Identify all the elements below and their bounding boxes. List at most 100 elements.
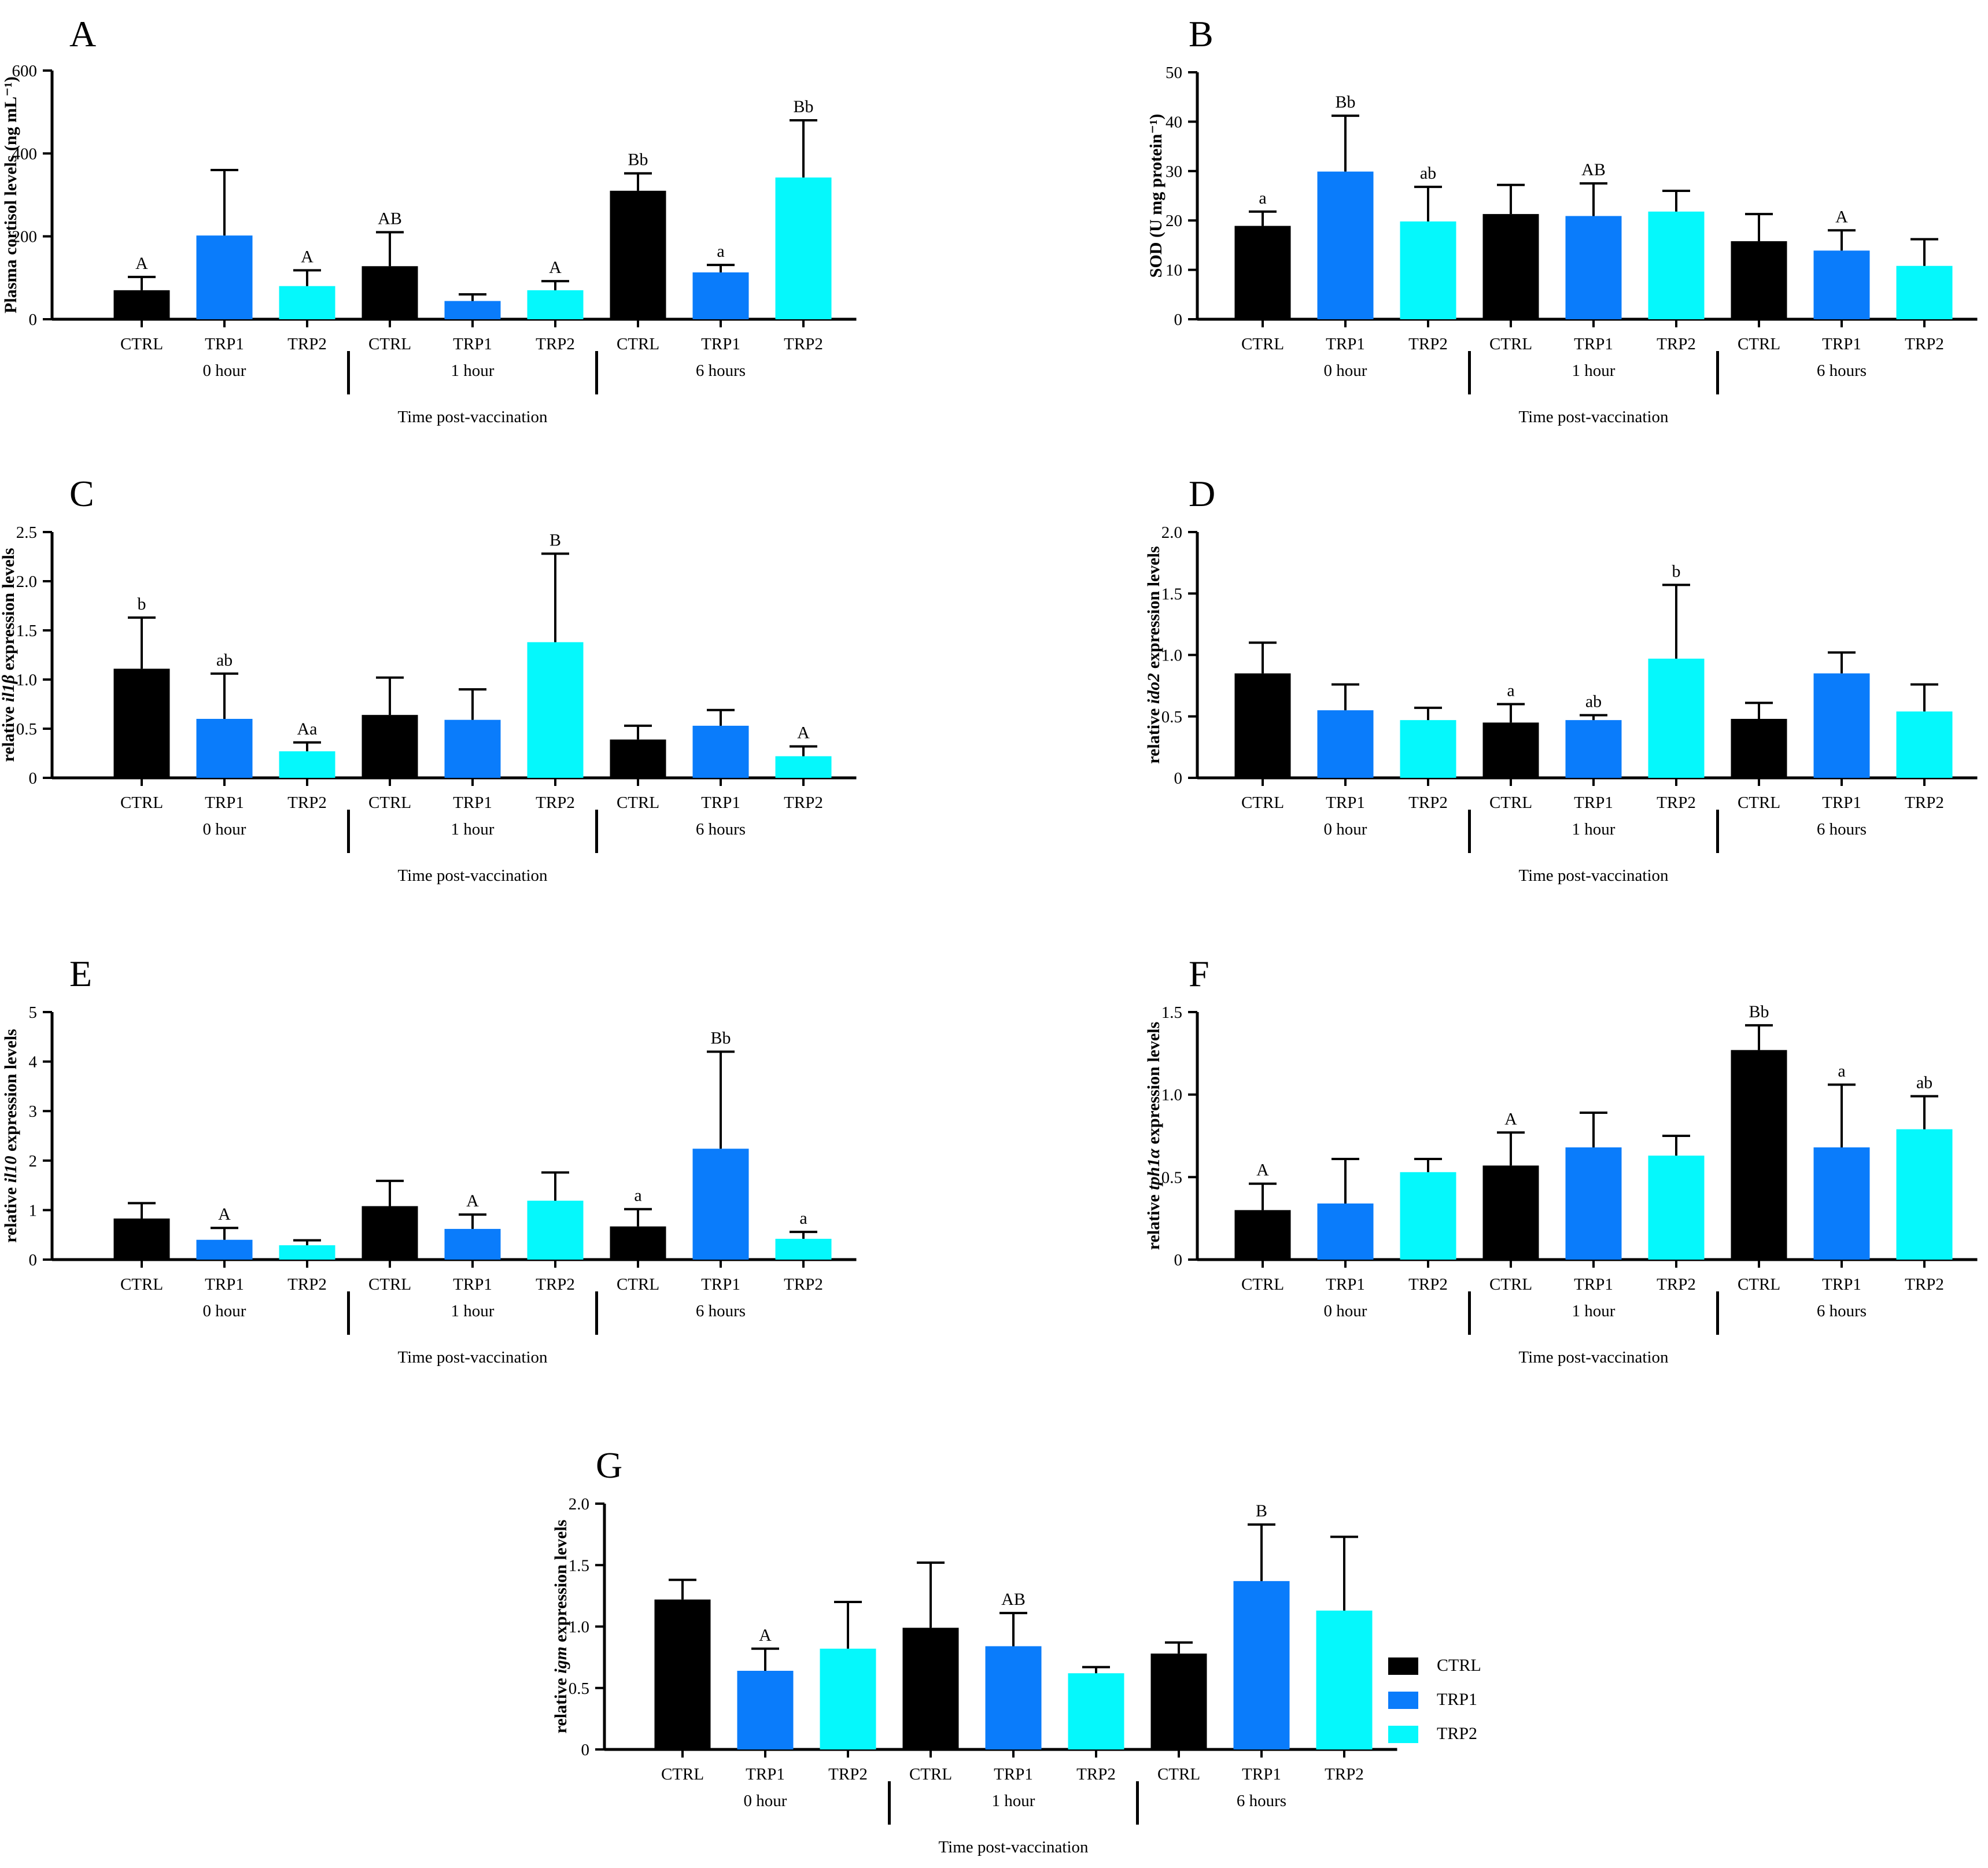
- y-axis-label-prefix: relative: [1144, 1190, 1163, 1250]
- x-axis-label: Time post-vaccination: [397, 408, 548, 426]
- y-tick-label: 1.5: [569, 1556, 589, 1575]
- y-tick-label: 50: [1165, 64, 1182, 82]
- y-tick-label: 2: [29, 1152, 38, 1171]
- x-tick-label: TRP1: [994, 1765, 1033, 1784]
- significance-label: AB: [1001, 1590, 1026, 1609]
- y-axis-label-gene: il10: [1, 1156, 20, 1183]
- bar: [775, 177, 832, 319]
- significance-label: a: [1259, 189, 1266, 208]
- significance-label: ab: [1585, 692, 1602, 711]
- x-axis-label: Time post-vaccination: [397, 866, 548, 885]
- bar: [444, 1228, 501, 1260]
- bar: [1400, 1172, 1456, 1260]
- legend-label-ctrl: CTRL: [1437, 1656, 1481, 1675]
- y-axis-label: relative il1β expression levels: [0, 548, 18, 762]
- bar: [1565, 720, 1622, 778]
- x-tick-label: TRP1: [701, 793, 740, 812]
- bar: [1482, 1165, 1539, 1260]
- x-tick-label: TRP2: [1408, 793, 1448, 812]
- bar: [1316, 1610, 1373, 1749]
- bar: [820, 1648, 876, 1749]
- bar: [1896, 1129, 1953, 1260]
- y-tick-label: 3: [29, 1102, 38, 1121]
- y-tick-label: 0: [1174, 1251, 1183, 1269]
- x-tick-label: TRP2: [1325, 1765, 1364, 1784]
- panel-b: B 0 10 20 30 40 50 SOD (U mg protein⁻¹) a CTRL Bb T…: [1146, 13, 1978, 426]
- time-group-label: 1 hour: [1572, 1302, 1616, 1320]
- bar: [692, 1149, 749, 1260]
- x-tick-label: TRP2: [1657, 1275, 1696, 1294]
- y-axis-label: relative igm expression levels: [551, 1520, 570, 1734]
- bar: [1731, 241, 1787, 319]
- bar: [1731, 1050, 1787, 1260]
- x-tick-label: TRP1: [453, 793, 492, 812]
- panel-letter: A: [69, 13, 96, 54]
- y-tick-label: 1.0: [1161, 647, 1182, 665]
- y-tick-label: 0: [581, 1741, 590, 1759]
- significance-label: Bb: [793, 97, 813, 116]
- bar: [610, 739, 666, 778]
- bar: [1234, 673, 1291, 778]
- y-tick-label: 1.5: [1161, 1003, 1182, 1022]
- bar: [692, 272, 749, 319]
- x-tick-label: CTRL: [1489, 335, 1532, 353]
- x-tick-label: TRP2: [1905, 1275, 1944, 1294]
- bar: [1648, 211, 1705, 319]
- bar: [444, 301, 501, 319]
- x-tick-label: TRP2: [287, 793, 327, 812]
- x-tick-label: CTRL: [1241, 1275, 1284, 1294]
- x-tick-label: CTRL: [617, 793, 659, 812]
- significance-label: Bb: [710, 1028, 731, 1047]
- time-group-label: 0 hour: [1324, 1302, 1367, 1320]
- bar: [692, 725, 749, 778]
- x-tick-label: CTRL: [1241, 335, 1284, 353]
- y-tick-label: 1.5: [16, 622, 37, 640]
- y-axis-label: SOD (U mg protein⁻¹): [1146, 114, 1165, 278]
- bar: [1233, 1581, 1290, 1749]
- x-axis-label: Time post-vaccination: [938, 1838, 1089, 1856]
- x-tick-label: TRP1: [1326, 335, 1365, 353]
- y-tick-label: 2.0: [1161, 523, 1182, 542]
- significance-label: ab: [1916, 1073, 1932, 1092]
- panel-letter: D: [1189, 473, 1215, 514]
- bar: [1813, 673, 1870, 778]
- y-axis-label-prefix: relative: [1, 1183, 20, 1243]
- bar: [279, 1245, 335, 1260]
- panel-g: G 0 0.5 1.0 1.5 2.0 relative igm expression le…: [551, 1445, 1397, 1856]
- x-tick-label: CTRL: [1157, 1765, 1200, 1784]
- x-tick-label: CTRL: [1738, 1275, 1780, 1294]
- time-group-label: 6 hours: [1817, 820, 1867, 839]
- bar: [1150, 1653, 1207, 1749]
- legend-label-trp2: TRP2: [1437, 1724, 1478, 1743]
- significance-label: a: [1507, 681, 1514, 700]
- y-tick-label: 0: [1174, 769, 1183, 788]
- significance-label: A: [301, 247, 313, 266]
- x-tick-label: TRP2: [536, 335, 575, 353]
- bar: [527, 1201, 584, 1260]
- bar: [196, 235, 253, 319]
- bar: [279, 286, 335, 319]
- y-tick-label: 2.0: [16, 573, 37, 591]
- x-tick-label: TRP2: [1408, 335, 1448, 353]
- significance-label: a: [634, 1186, 641, 1205]
- x-tick-label: CTRL: [120, 335, 163, 353]
- time-group-label: 0 hour: [1324, 361, 1367, 380]
- x-tick-label: CTRL: [1738, 793, 1780, 812]
- x-tick-label: TRP1: [701, 335, 740, 353]
- significance-label: B: [1256, 1501, 1267, 1520]
- significance-label: A: [759, 1626, 772, 1645]
- time-group-label: 1 hour: [451, 361, 495, 380]
- y-tick-label: 0.5: [16, 720, 37, 739]
- x-axis-label: Time post-vaccination: [1518, 1348, 1669, 1367]
- y-tick-label: 40: [1165, 113, 1182, 131]
- bar: [113, 1218, 170, 1260]
- y-tick-label: 5: [29, 1003, 38, 1022]
- bar: [654, 1599, 711, 1749]
- x-tick-label: CTRL: [661, 1765, 704, 1784]
- y-tick-label: 0.5: [1161, 708, 1182, 726]
- x-tick-label: TRP1: [1574, 335, 1613, 353]
- bar: [279, 751, 335, 778]
- y-tick-label: 0.5: [569, 1679, 589, 1698]
- panel-d: D 0 0.5 1.0 1.5 2.0 relative ido2 expression l…: [1144, 473, 1978, 885]
